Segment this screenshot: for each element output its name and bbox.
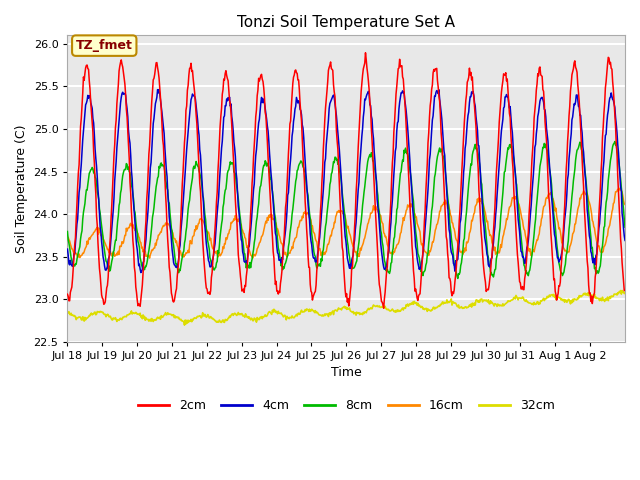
Text: TZ_fmet: TZ_fmet bbox=[76, 39, 132, 52]
Legend: 2cm, 4cm, 8cm, 16cm, 32cm: 2cm, 4cm, 8cm, 16cm, 32cm bbox=[132, 394, 560, 417]
X-axis label: Time: Time bbox=[331, 367, 362, 380]
Y-axis label: Soil Temperature (C): Soil Temperature (C) bbox=[15, 124, 28, 253]
Title: Tonzi Soil Temperature Set A: Tonzi Soil Temperature Set A bbox=[237, 15, 455, 30]
